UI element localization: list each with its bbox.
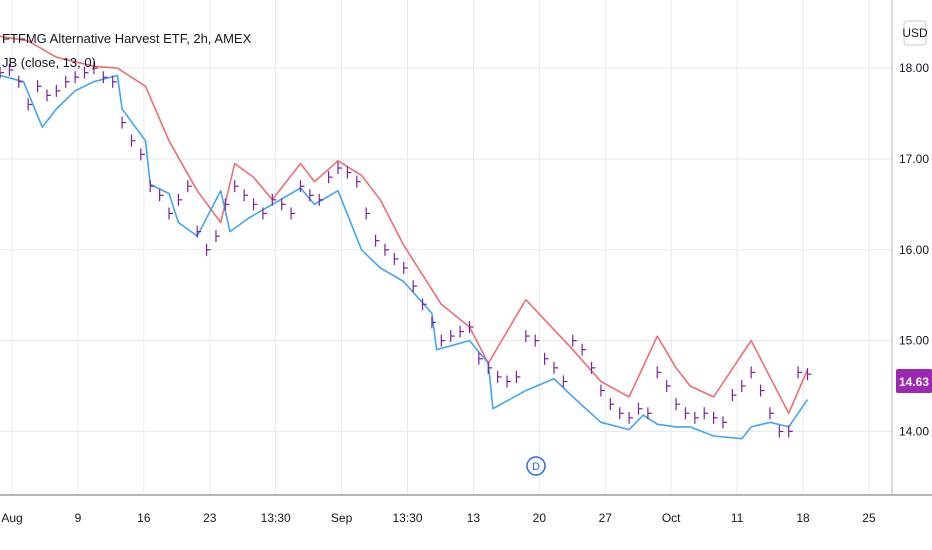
y-tick-label: 14.00 — [899, 424, 929, 438]
x-tick-label: 16 — [137, 511, 151, 525]
x-tick-label: 23 — [203, 511, 217, 525]
y-tick-label: 17.00 — [899, 152, 929, 166]
x-tick-label: 13:30 — [261, 511, 291, 525]
indicator-label[interactable]: JB (close, 13, 0) — [2, 55, 96, 70]
x-tick-label: Aug — [1, 511, 22, 525]
chart-title: FTFMG Alternative Harvest ETF, 2h, AMEX — [2, 31, 252, 46]
x-tick-label: 18 — [796, 511, 810, 525]
x-tick-label: 13 — [467, 511, 481, 525]
y-tick-label: 18.00 — [899, 61, 929, 75]
y-tick-label: 15.00 — [899, 334, 929, 348]
upper-band-line — [0, 35, 809, 415]
x-tick-label: 9 — [75, 511, 82, 525]
last-price-label: 14.63 — [899, 375, 929, 389]
lower-band-line — [0, 74, 809, 440]
dividend-marker[interactable]: D — [526, 456, 546, 476]
chart-grid — [0, 0, 892, 495]
currency-badge[interactable]: USD — [902, 20, 928, 46]
x-tick-label: Sep — [331, 511, 353, 525]
price-axis[interactable]: 18.00 17.00 16.00 15.00 14.00 — [899, 61, 929, 438]
x-tick-label: Oct — [662, 511, 681, 525]
x-tick-label: 25 — [862, 511, 876, 525]
x-tick-label: 20 — [533, 511, 547, 525]
x-tick-label: 13:30 — [392, 511, 422, 525]
y-tick-label: 16.00 — [899, 243, 929, 257]
x-tick-label: 27 — [599, 511, 613, 525]
last-price-badge: 14.63 — [896, 369, 932, 393]
currency-label: USD — [902, 26, 928, 40]
time-axis[interactable]: Aug 9 16 23 13:30 Sep 13:30 13 20 27 Oct 11 18 25 — [1, 511, 876, 525]
dividend-marker-label: D — [532, 461, 540, 473]
series-layer — [0, 35, 812, 440]
x-tick-label: 11 — [731, 511, 744, 525]
